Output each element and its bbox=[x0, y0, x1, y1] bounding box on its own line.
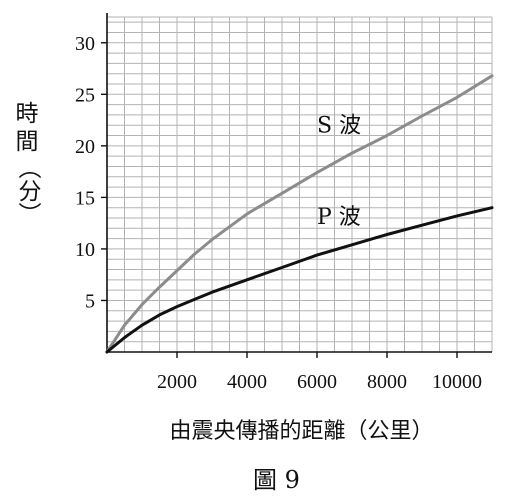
p-wave-label: P 波 bbox=[317, 205, 361, 230]
y-tick-label: 5 bbox=[85, 290, 95, 312]
x-tick-label: 4000 bbox=[227, 371, 267, 393]
series-labels: S 波 P 波 bbox=[317, 113, 361, 230]
s-wave-line bbox=[105, 74, 494, 354]
x-tick-label: 8000 bbox=[367, 371, 407, 393]
x-axis-title: 由震央傳播的距離（公里） bbox=[169, 419, 434, 444]
x-tick-label: 2000 bbox=[157, 371, 197, 393]
y-tick-label: 25 bbox=[75, 84, 95, 106]
y-tick-label: 15 bbox=[75, 187, 95, 209]
axes bbox=[106, 13, 492, 353]
y-axis-title-char-1: 時 bbox=[15, 101, 39, 127]
ticks: 5 10 15 20 25 30 2000 4000 6000 8000 10000 bbox=[75, 33, 482, 393]
x-tick-label: 10000 bbox=[432, 371, 482, 393]
y-tick-label: 10 bbox=[75, 239, 95, 261]
y-axis-title-unit: （分） bbox=[14, 156, 40, 225]
series bbox=[105, 74, 494, 354]
grid bbox=[107, 16, 493, 352]
y-tick-label: 20 bbox=[75, 136, 95, 158]
y-tick-label: 30 bbox=[75, 33, 95, 55]
y-axis-title: 時 間 （分） bbox=[12, 100, 42, 225]
y-axis-title-char-2: 間 bbox=[15, 129, 39, 155]
p-wave-line bbox=[105, 206, 494, 354]
x-tick-label: 6000 bbox=[297, 371, 337, 393]
figure-caption: 圖 9 bbox=[253, 466, 300, 494]
s-wave-label: S 波 bbox=[317, 113, 361, 138]
